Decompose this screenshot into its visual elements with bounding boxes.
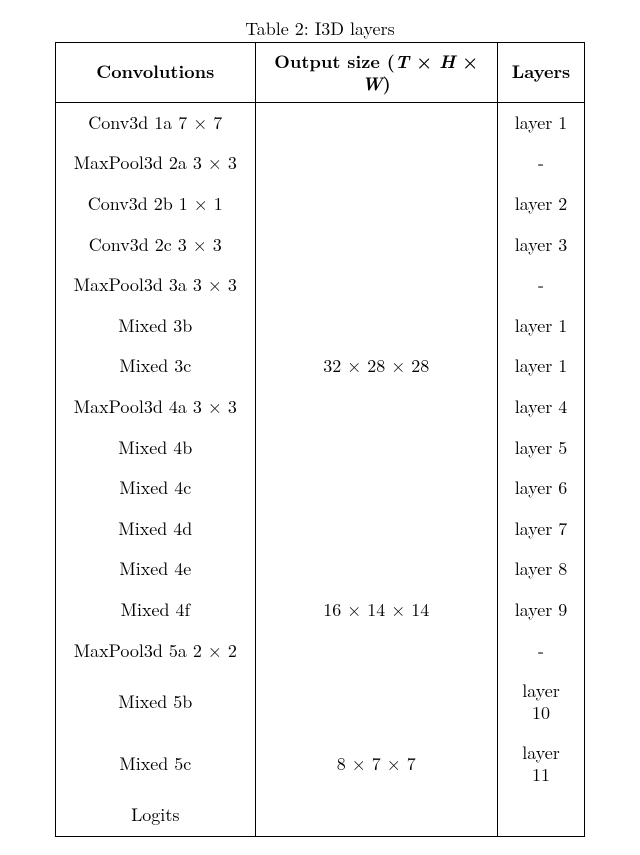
cell-layer: layer 1 [497, 346, 584, 387]
table-row: Mixed 4c layer 6 [55, 468, 584, 509]
cell-output-size [255, 143, 497, 184]
cell-output-size [255, 265, 497, 306]
table-row: MaxPool3d 5a 2 × 2 - [55, 631, 584, 672]
cell-layer: layer 1 [497, 306, 584, 347]
header-layers: Layers [497, 42, 584, 102]
cell-convolution: Mixed 4f [55, 590, 255, 631]
table-row: Conv3d 1a 7 × 7 layer 1 [55, 102, 584, 143]
cell-layer: layer 5 [497, 428, 584, 469]
cell-convolution: Mixed 4e [55, 549, 255, 590]
cell-output-size: 8 × 7 × 7 [255, 733, 497, 795]
table-row: Mixed 3b layer 1 [55, 306, 584, 347]
cell-layer: layer 3 [497, 225, 584, 266]
cell-convolution: MaxPool3d 3a 3 × 3 [55, 265, 255, 306]
i3d-layers-table: Convolutions Output size (T × H × W) Lay… [55, 42, 585, 837]
header-convolutions: Convolutions [55, 42, 255, 102]
cell-layer [497, 795, 584, 836]
cell-output-size [255, 631, 497, 672]
table-row: Mixed 4d layer 7 [55, 509, 584, 550]
cell-output-size [255, 387, 497, 428]
cell-convolution: Mixed 5c [55, 733, 255, 795]
table-header-row: Convolutions Output size (T × H × W) Lay… [55, 42, 584, 102]
cell-layer: layer 4 [497, 387, 584, 428]
cell-convolution: Mixed 3c [55, 346, 255, 387]
cell-convolution: MaxPool3d 5a 2 × 2 [55, 631, 255, 672]
cell-layer: layer 6 [497, 468, 584, 509]
cell-convolution: Conv3d 2c 3 × 3 [55, 225, 255, 266]
cell-output-size [255, 102, 497, 143]
table-caption: Table 2: I3D layers [22, 18, 618, 40]
cell-layer: - [497, 265, 584, 306]
cell-convolution: Mixed 3b [55, 306, 255, 347]
cell-convolution: Conv3d 1a 7 × 7 [55, 102, 255, 143]
cell-output-size [255, 795, 497, 836]
table-row: Mixed 3c32 × 28 × 28layer 1 [55, 346, 584, 387]
cell-output-size [255, 549, 497, 590]
table-row: Logits [55, 795, 584, 836]
cell-convolution: MaxPool3d 2a 3 × 3 [55, 143, 255, 184]
cell-layer: - [497, 631, 584, 672]
cell-layer: layer 10 [497, 671, 584, 733]
table-row: MaxPool3d 3a 3 × 3 - [55, 265, 584, 306]
table-row: Mixed 5c8 × 7 × 7layer 11 [55, 733, 584, 795]
header-output-size: Output size (T × H × W) [255, 42, 497, 102]
cell-convolution: Conv3d 2b 1 × 1 [55, 184, 255, 225]
cell-convolution: Mixed 4d [55, 509, 255, 550]
table-row: Mixed 5b layer 10 [55, 671, 584, 733]
table-row: MaxPool3d 4a 3 × 3 layer 4 [55, 387, 584, 428]
table-row: MaxPool3d 2a 3 × 3 - [55, 143, 584, 184]
cell-layer: layer 1 [497, 102, 584, 143]
cell-convolution: Mixed 4c [55, 468, 255, 509]
table-row: Conv3d 2b 1 × 1 layer 2 [55, 184, 584, 225]
cell-convolution: Mixed 5b [55, 671, 255, 733]
cell-layer: layer 11 [497, 733, 584, 795]
table-row: Mixed 4e layer 8 [55, 549, 584, 590]
cell-layer: layer 8 [497, 549, 584, 590]
cell-convolution: MaxPool3d 4a 3 × 3 [55, 387, 255, 428]
cell-output-size [255, 468, 497, 509]
cell-convolution: Mixed 4b [55, 428, 255, 469]
cell-convolution: Logits [55, 795, 255, 836]
cell-output-size: 16 × 14 × 14 [255, 590, 497, 631]
cell-output-size [255, 184, 497, 225]
table-row: Mixed 4f16 × 14 × 14layer 9 [55, 590, 584, 631]
cell-output-size [255, 225, 497, 266]
cell-layer: layer 9 [497, 590, 584, 631]
cell-output-size [255, 509, 497, 550]
table-row: Mixed 4b layer 5 [55, 428, 584, 469]
cell-output-size [255, 428, 497, 469]
cell-layer: layer 2 [497, 184, 584, 225]
cell-output-size [255, 306, 497, 347]
cell-layer: - [497, 143, 584, 184]
cell-layer: layer 7 [497, 509, 584, 550]
table-row: Conv3d 2c 3 × 3 layer 3 [55, 225, 584, 266]
table-body: Conv3d 1a 7 × 7layer 1MaxPool3d 2a 3 × 3… [55, 102, 584, 836]
cell-output-size: 32 × 28 × 28 [255, 346, 497, 387]
cell-output-size [255, 671, 497, 733]
